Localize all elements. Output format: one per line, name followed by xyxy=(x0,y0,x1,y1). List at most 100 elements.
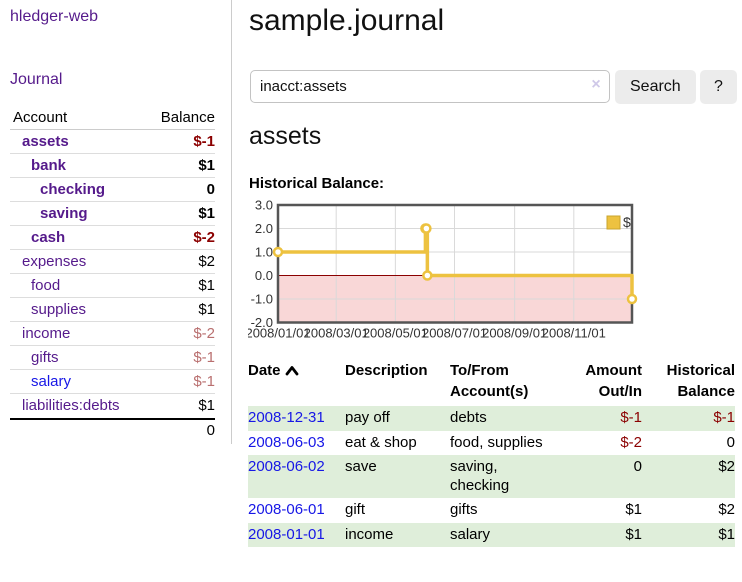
header-label: Amount xyxy=(585,362,642,379)
cell-accounts: food, supplies xyxy=(450,433,543,451)
cell-amount: $-2 xyxy=(620,433,642,451)
account-balance: $1 xyxy=(198,301,215,318)
register-row: 2008-06-01 gift gifts $1 $2 xyxy=(248,498,735,523)
account-row: food $1 xyxy=(10,274,215,298)
cell-description: eat & shop xyxy=(345,433,417,451)
cell-balance: $1 xyxy=(718,525,735,543)
register-row: 2008-12-31 pay off debts $-1 $-1 xyxy=(248,406,735,431)
cell-amount: $-1 xyxy=(620,409,642,426)
account-balance: $1 xyxy=(198,205,215,222)
transaction-date-link[interactable]: 2008-06-03 xyxy=(248,433,325,451)
transaction-date-link[interactable]: 2008-06-01 xyxy=(248,501,325,518)
cell-accounts: saving, checking xyxy=(450,458,510,494)
account-link-liabilities-debts[interactable]: liabilities:debts xyxy=(22,397,120,414)
data-point-marker xyxy=(626,293,638,305)
accounts-header-account: Account xyxy=(13,109,68,126)
cell-amount: $1 xyxy=(625,501,642,518)
y-axis-tick-label: 0.0 xyxy=(255,268,273,283)
cell-date: 2008-01-01 xyxy=(248,523,345,548)
account-link-assets[interactable]: assets xyxy=(22,133,69,150)
x-axis-tick-label: 2008/11/01 xyxy=(542,326,606,341)
account-balance: 0 xyxy=(206,181,215,198)
account-row: salary $-1 xyxy=(10,370,215,394)
cell-amount: 0 xyxy=(633,458,642,475)
search-button[interactable]: Search xyxy=(615,70,696,104)
cell-accounts: debts xyxy=(450,409,487,426)
legend-label: $ xyxy=(623,214,631,230)
cell-description: gift xyxy=(345,501,366,518)
header-label: Historical xyxy=(666,362,735,379)
register-header-description: Description xyxy=(345,360,450,406)
account-balance: $-2 xyxy=(193,325,215,342)
account-link-saving[interactable]: saving xyxy=(40,205,88,222)
account-row: assets $-1 xyxy=(10,130,215,154)
search-help-button[interactable]: ? xyxy=(700,70,737,104)
register-row: 2008-06-03 eat & shop food, supplies $-2 0 xyxy=(248,431,735,456)
header-label: Date xyxy=(248,360,333,381)
account-balance: $-2 xyxy=(193,229,215,246)
account-link-cash[interactable]: cash xyxy=(31,229,66,246)
account-title: assets xyxy=(249,122,322,150)
plot-border xyxy=(276,203,634,324)
register-body: 2008-12-31 pay off debts $-1 $-1 2008-06-03 ea… xyxy=(248,406,735,547)
register-table: Date Description To/From Account(s) Amount Ou… xyxy=(248,360,735,547)
sidebar-item-journal[interactable]: Journal xyxy=(10,71,63,88)
x-axis-tick-label: 2008/03/01 xyxy=(304,326,369,341)
historical-balance-chart: $3.0 2.0 1.0 0.0 -1.0 -2.02008/01/012008/03/0… xyxy=(248,198,638,341)
account-link-gifts[interactable]: gifts xyxy=(31,349,59,366)
header-label: Out/In xyxy=(598,383,642,400)
page-title: sample.journal xyxy=(249,4,445,37)
register-header-amount: Amount Out/In xyxy=(565,360,642,406)
cell-date: 2008-12-31 xyxy=(248,406,345,431)
account-balance: $-1 xyxy=(193,373,215,390)
transaction-date-link[interactable]: 2008-12-31 xyxy=(248,409,325,426)
register-header-tofrom: To/From Account(s) xyxy=(450,360,565,406)
register-row: 2008-06-02 save saving, checking 0 $2 xyxy=(248,455,735,498)
account-link-expenses[interactable]: expenses xyxy=(22,253,87,270)
cell-description: income xyxy=(345,525,394,543)
accounts-body: assets $-1 bank $1 checking 0 saving $1 cash $-2 e… xyxy=(10,130,215,418)
cell-balance: $2 xyxy=(718,501,735,518)
transaction-date-link[interactable]: 2008-01-01 xyxy=(248,525,325,543)
account-balance: $1 xyxy=(198,277,215,294)
account-row: cash $-2 xyxy=(10,226,215,250)
cell-balance: $-1 xyxy=(713,409,735,426)
account-balance: $-1 xyxy=(193,133,215,150)
account-link-salary[interactable]: salary xyxy=(31,373,72,390)
app-title-link[interactable]: hledger-web xyxy=(10,8,99,25)
search-input[interactable] xyxy=(250,70,610,103)
cell-accounts: gifts xyxy=(450,501,478,518)
data-point-marker xyxy=(421,223,432,234)
register-header-row: Date Description To/From Account(s) Amount Ou… xyxy=(248,360,735,406)
clear-search-icon[interactable]: × xyxy=(591,76,601,93)
account-link-food[interactable]: food xyxy=(31,277,61,294)
account-row: bank $1 xyxy=(10,154,215,178)
cell-balance: $2 xyxy=(718,458,735,475)
account-link-bank[interactable]: bank xyxy=(31,157,67,174)
data-point-marker xyxy=(272,246,284,258)
register-header-historical: Historical Balance xyxy=(642,360,735,406)
account-row: expenses $2 xyxy=(10,250,215,274)
cell-date: 2008-06-01 xyxy=(248,498,345,523)
account-balance: $1 xyxy=(198,157,215,174)
account-row: gifts $-1 xyxy=(10,346,215,370)
header-label: Balance xyxy=(677,383,735,400)
transaction-date-link[interactable]: 2008-06-02 xyxy=(248,458,325,475)
sidebar: hledger-web Journal Account Balance asse… xyxy=(0,0,232,444)
register-header-date[interactable]: Date xyxy=(248,360,345,406)
account-link-income[interactable]: income xyxy=(22,325,71,342)
account-link-checking[interactable]: checking xyxy=(40,181,106,198)
y-axis-tick-label: 2.0 xyxy=(255,221,273,236)
legend-swatch xyxy=(606,215,621,230)
account-row: saving $1 xyxy=(10,202,215,226)
chart-title: Historical Balance: xyxy=(249,175,385,192)
x-axis-tick-label: 2008/01/01 xyxy=(248,326,311,341)
x-axis-tick-label: 2008/09/01 xyxy=(482,326,547,341)
y-axis-tick-label: 3.0 xyxy=(255,198,273,213)
account-row: liabilities:debts $1 xyxy=(10,394,215,418)
account-link-supplies[interactable]: supplies xyxy=(31,301,87,318)
accounts-total-value: 0 xyxy=(206,422,215,439)
x-axis-tick-label: 2008/07/01 xyxy=(422,326,487,341)
header-label: Account(s) xyxy=(450,383,529,400)
cell-amount: $1 xyxy=(625,525,642,543)
